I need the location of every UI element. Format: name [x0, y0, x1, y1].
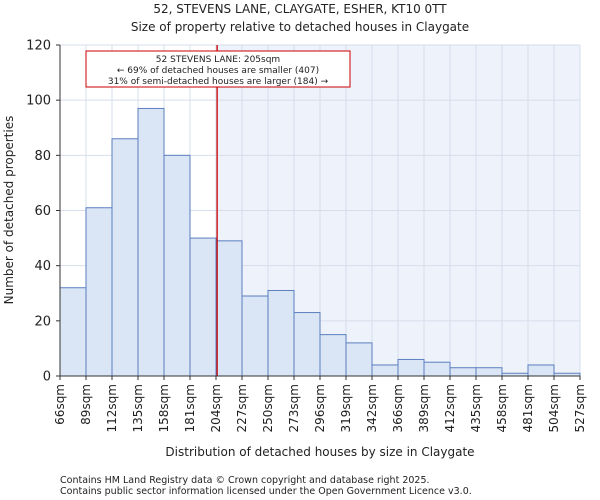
x-tick-label-458sqm: 458sqm: [495, 384, 509, 432]
x-tick-label-112sqm: 112sqm: [105, 384, 119, 432]
annotation-box-frame: [85, 50, 351, 88]
x-tick-label-527sqm: 527sqm: [573, 384, 587, 432]
bars: [59, 107, 581, 377]
x-tick-label-366sqm: 366sqm: [391, 384, 405, 432]
y-tick-label-120: 120: [26, 39, 51, 54]
bar-89sqm: [85, 207, 113, 377]
x-tick-label-435sqm: 435sqm: [469, 384, 483, 432]
annotation-line-3: 31% of semi-detached houses are larger (…: [108, 77, 329, 87]
bar-366sqm: [397, 358, 425, 377]
x-tick-label-319sqm: 319sqm: [339, 384, 353, 432]
bar-319sqm: [345, 342, 373, 377]
bar-204sqm: [215, 240, 243, 377]
x-tick-label-227sqm: 227sqm: [235, 384, 249, 432]
y-axis: 0 20 40 60 80 100 120: [26, 39, 61, 385]
x-axis-label: Distribution of detached houses by size …: [165, 445, 474, 459]
bar-342sqm: [371, 364, 399, 377]
x-tick-label-273sqm: 273sqm: [287, 384, 301, 432]
x-tick-label-296sqm: 296sqm: [313, 384, 327, 432]
x-tick-label-181sqm: 181sqm: [183, 384, 197, 432]
x-axis: 66sqm 89sqm 112sqm 135sqm 158sqm 181sqm 204sqm…: [53, 375, 587, 432]
bar-227sqm: [241, 295, 269, 377]
footer-line-1: Contains HM Land Registry data © Crown c…: [60, 475, 430, 486]
x-tick-label-135sqm: 135sqm: [131, 384, 145, 432]
y-tick-label-0: 0: [43, 370, 51, 385]
x-tick-label-481sqm: 481sqm: [521, 384, 535, 432]
x-tick-label-158sqm: 158sqm: [157, 384, 171, 432]
bar-66sqm: [59, 287, 87, 377]
x-tick-label-89sqm: 89sqm: [79, 384, 93, 425]
bar-389sqm: [423, 361, 451, 377]
y-tick-label-20: 20: [34, 314, 51, 329]
bar-412sqm: [449, 367, 477, 377]
chart-subtitle: Size of property relative to detached ho…: [131, 20, 469, 34]
bar-273sqm: [293, 312, 321, 377]
y-tick-label-100: 100: [26, 94, 51, 109]
x-tick-label-250sqm: 250sqm: [261, 384, 275, 432]
x-tick-label-204sqm: 204sqm: [209, 384, 223, 432]
annotation-line-2: ← 69% of detached houses are smaller (40…: [117, 66, 319, 76]
x-tick-label-504sqm: 504sqm: [547, 384, 561, 432]
bar-112sqm: [111, 138, 139, 377]
bar-135sqm: [137, 107, 165, 377]
bar-481sqm: [527, 364, 555, 377]
chart-title: 52, STEVENS LANE, CLAYGATE, ESHER, KT10 …: [153, 2, 447, 16]
bar-158sqm: [163, 154, 191, 377]
x-tick-label-342sqm: 342sqm: [365, 384, 379, 432]
annotation-box: 52 STEVENS LANE: 205sqm ← 69% of detache…: [85, 50, 351, 88]
y-tick-label-80: 80: [34, 149, 51, 164]
bar-435sqm: [475, 367, 503, 377]
annotation-line-1: 52 STEVENS LANE: 205sqm: [156, 55, 280, 65]
bar-250sqm: [267, 289, 295, 377]
y-axis-label: Number of detached properties: [2, 116, 16, 305]
bar-296sqm: [319, 334, 347, 377]
y-tick-label-60: 60: [34, 204, 51, 219]
y-tick-label-40: 40: [34, 259, 51, 274]
x-tick-label-66sqm: 66sqm: [53, 384, 67, 425]
footer-line-2: Contains public sector information licen…: [60, 486, 472, 497]
bar-181sqm: [189, 237, 217, 377]
x-tick-label-389sqm: 389sqm: [417, 384, 431, 432]
x-tick-label-412sqm: 412sqm: [443, 384, 457, 432]
